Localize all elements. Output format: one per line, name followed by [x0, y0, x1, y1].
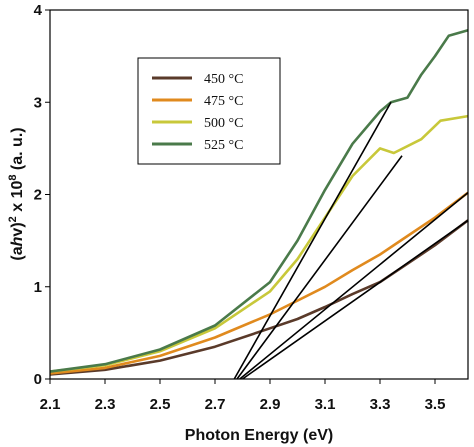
x-tick-label: 2.3	[95, 396, 116, 413]
series-line-475-c	[49, 191, 469, 375]
fit-line-525-c-fit	[233, 101, 392, 380]
y-tick-label: 0	[34, 371, 42, 388]
x-axis-title: Photon Energy (eV)	[185, 427, 333, 444]
fit-lines	[233, 101, 469, 380]
x-axis-ticks: 2.1 2.3 2.5 2.7 2.9 3.1 3.3 3.5	[40, 379, 446, 413]
series-line-525-c	[49, 29, 469, 373]
legend-box	[137, 57, 281, 165]
legend: 450 °C 475 °C 500 °C 525 °C	[137, 57, 281, 165]
y-tick-label: 3	[34, 94, 42, 111]
x-tick-label: 3.1	[315, 396, 336, 413]
y-tick-label: 2	[34, 187, 42, 204]
legend-label-500-c: 500 °C	[204, 116, 243, 131]
x-tick-label: 2.1	[40, 396, 61, 413]
legend-label-525-c: 525 °C	[204, 138, 243, 153]
x-tick-label: 3.3	[370, 396, 391, 413]
fit-line-475-c-fit	[239, 192, 469, 380]
legend-label-450-c: 450 °C	[204, 72, 243, 87]
fit-line-500-c-fit	[236, 155, 403, 380]
y-tick-label: 1	[34, 279, 42, 296]
y-axis-ticks: 0 1 2 3 4	[34, 2, 50, 388]
x-tick-label: 2.9	[260, 396, 281, 413]
x-tick-label: 2.5	[150, 396, 171, 413]
y-axis-title: (ahv)2 x 108 (a. u.)	[7, 127, 26, 260]
x-tick-label: 2.7	[205, 396, 226, 413]
fit-line-450-c-fit	[242, 219, 469, 380]
y-tick-label: 4	[34, 2, 43, 19]
legend-label-475-c: 475 °C	[204, 94, 243, 109]
x-tick-label: 3.5	[425, 396, 446, 413]
